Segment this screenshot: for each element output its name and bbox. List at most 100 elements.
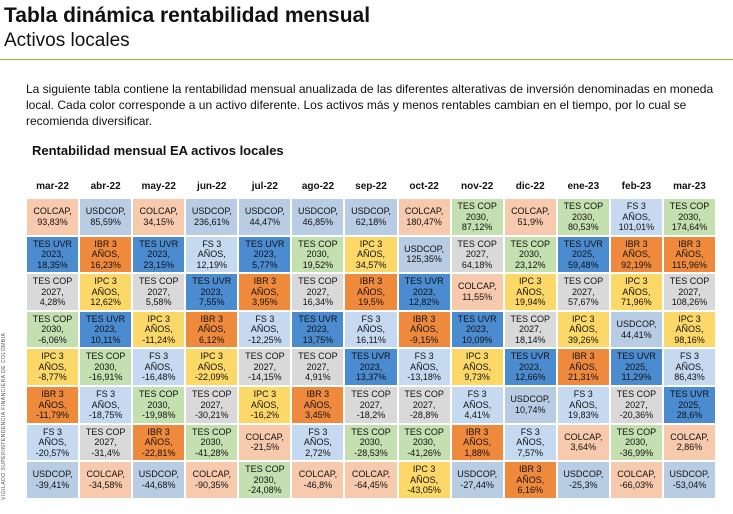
table-cell: USDCOP, -27,44% bbox=[450, 461, 504, 499]
table-cell: TES COP 2027, -14,15% bbox=[238, 348, 292, 386]
table-cell: COLCAP, 51,9% bbox=[503, 198, 557, 236]
table-cell: TES COP 2027, 5,58% bbox=[132, 273, 186, 311]
table-cell: IBR 3 AÑOS, 92,19% bbox=[609, 235, 663, 274]
table-cell: TES UVR 2023, 13,37% bbox=[344, 348, 398, 386]
table-cell: FS 3 AÑOS, 19,83% bbox=[556, 385, 610, 424]
table-cell: TES COP 2027, 108,26% bbox=[662, 273, 717, 311]
table-cell: TES UVR 2023, 7,55% bbox=[185, 273, 239, 311]
table-cell: TES COP 2030, -24,08% bbox=[238, 461, 292, 499]
title-divider bbox=[0, 59, 733, 60]
table-cell: TES COP 2030, -6,06% bbox=[26, 310, 80, 349]
month-header: mar-23 bbox=[673, 181, 706, 192]
table-cell: USDCOP, 62,18% bbox=[344, 198, 398, 236]
table-cell: COLCAP, 11,55% bbox=[450, 273, 504, 311]
table-cell: TES COP 2027, -30,21% bbox=[185, 385, 239, 424]
table-cell: IPC 3 AÑOS, -22,09% bbox=[185, 348, 239, 386]
table-cell: IPC 3 AÑOS, 39,26% bbox=[556, 310, 610, 349]
table-cell: TES UVR 2023, 10,09% bbox=[450, 310, 504, 349]
month-header: mar-22 bbox=[36, 181, 69, 192]
table-cell: IBR 3 AÑOS, -22,81% bbox=[132, 423, 186, 462]
table-cell: TES COP 2030, 174,64% bbox=[662, 198, 717, 236]
table-cell: TES COP 2030, -19,98% bbox=[132, 385, 186, 424]
table-cell: IBR 3 AÑOS, 16,23% bbox=[79, 235, 133, 274]
table-cell: TES UVR 2023, 5,77% bbox=[238, 235, 292, 274]
table-cell: IBR 3 AÑOS, 21,31% bbox=[556, 348, 610, 386]
table-cell: COLCAP, 3,64% bbox=[556, 423, 610, 462]
table-cell: TES UVR 2023, 13,75% bbox=[291, 310, 345, 349]
table-cell: TES COP 2027, -20,36% bbox=[609, 385, 663, 424]
description-paragraph: La siguiente tabla contiene la rentabili… bbox=[26, 82, 714, 128]
month-header: nov-22 bbox=[461, 181, 494, 192]
table-cell: TES COP 2030, -16,91% bbox=[79, 348, 133, 386]
table-cell: TES COP 2027, 4,91% bbox=[291, 348, 345, 386]
table-cell: TES UVR 2025, 28,6% bbox=[662, 385, 717, 424]
table-cell: FS 3 AÑOS, 12,19% bbox=[185, 235, 239, 274]
table-cell: FS 3 AÑOS, -20,57% bbox=[26, 423, 80, 462]
table-cell: TES COP 2030, 23,12% bbox=[503, 235, 557, 274]
table-cell: USDCOP, -53,04% bbox=[662, 461, 717, 499]
table-cell: TES COP 2030, 19,52% bbox=[291, 235, 345, 274]
table-cell: TES UVR 2023, 10,11% bbox=[79, 310, 133, 349]
table-cell: IBR 3 AÑOS, 3,45% bbox=[291, 385, 345, 424]
table-cell: FS 3 AÑOS, 86,43% bbox=[662, 348, 717, 386]
table-cell: IBR 3 AÑOS, 3,95% bbox=[238, 273, 292, 311]
table-cell: COLCAP, -34,58% bbox=[79, 461, 133, 499]
table-cell: USDCOP, 44,47% bbox=[238, 198, 292, 236]
table-cell: TES COP 2027, 64,18% bbox=[450, 235, 504, 274]
table-cell: IBR 3 AÑOS, 6,12% bbox=[185, 310, 239, 349]
month-header: sep-22 bbox=[355, 181, 387, 192]
table-cell: IBR 3 AÑOS, 6,16% bbox=[503, 461, 557, 499]
table-cell: IBR 3 AÑOS, 115,96% bbox=[662, 235, 717, 274]
table-cell: TES COP 2027, -31,4% bbox=[79, 423, 133, 462]
table-cell: TES COP 2027, 57,67% bbox=[556, 273, 610, 311]
table-cell: COLCAP, -21,5% bbox=[238, 423, 292, 462]
month-header: jun-22 bbox=[197, 181, 227, 192]
table-cell: IPC 3 AÑOS, -8,77% bbox=[26, 348, 80, 386]
table-cell: COLCAP, -46,8% bbox=[291, 461, 345, 499]
table-cell: FS 3 AÑOS, 4,41% bbox=[450, 385, 504, 424]
table-cell: IPC 3 AÑOS, 9,73% bbox=[450, 348, 504, 386]
table-cell: IBR 3 AÑOS, -9,15% bbox=[397, 310, 451, 349]
table-cell: USDCOP, 44,41% bbox=[609, 310, 663, 349]
table-cell: TES COP 2030, -36,99% bbox=[609, 423, 663, 462]
table-cell: COLCAP, -66,03% bbox=[609, 461, 663, 499]
table-cell: COLCAP, -64,45% bbox=[344, 461, 398, 499]
table-cell: USDCOP, 125,35% bbox=[397, 235, 451, 274]
table-cell: IPC 3 AÑOS, -16,2% bbox=[238, 385, 292, 424]
table-title: Rentabilidad mensual EA activos locales bbox=[32, 143, 284, 158]
table-cell: TES COP 2027, 16,34% bbox=[291, 273, 345, 311]
table-cell: TES COP 2027, 18,14% bbox=[503, 310, 557, 349]
table-cell: USDCOP, 85,59% bbox=[79, 198, 133, 236]
month-header: feb-23 bbox=[621, 181, 652, 192]
table-cell: IBR 3 AÑOS, 19,5% bbox=[344, 273, 398, 311]
table-cell: USDCOP, -39,41% bbox=[26, 461, 80, 499]
month-header: ago-22 bbox=[301, 181, 335, 192]
table-cell: COLCAP, 93,83% bbox=[26, 198, 80, 236]
vigilado-text: VIGILADO SUPERINTENDENCIA FINANCIERA DE … bbox=[1, 332, 7, 500]
month-header: oct-22 bbox=[409, 181, 439, 192]
page-title: Tabla dinámica rentabilidad mensual bbox=[4, 4, 371, 27]
table-cell: TES COP 2030, -41,26% bbox=[397, 423, 451, 462]
month-header: ene-23 bbox=[567, 181, 600, 192]
table-cell: TES UVR 2023, 18,35% bbox=[26, 235, 80, 274]
month-header: may-22 bbox=[141, 181, 176, 192]
table-cell: TES UVR 2023, 23,15% bbox=[132, 235, 186, 274]
month-header: dic-22 bbox=[515, 181, 545, 192]
table-cell: USDCOP, 10,74% bbox=[503, 385, 557, 424]
table-cell: COLCAP, 34,15% bbox=[132, 198, 186, 236]
table-cell: TES COP 2030, -28,53% bbox=[344, 423, 398, 462]
table-cell: USDCOP, 46,85% bbox=[291, 198, 345, 236]
table-cell: FS 3 AÑOS, -16,48% bbox=[132, 348, 186, 386]
returns-table: mar-22 abr-22 may-22 jun-22 jul-22 ago-22 sep-… bbox=[26, 176, 717, 499]
table-cell: TES COP 2027, 4,28% bbox=[26, 273, 80, 311]
table-cell: FS 3 AÑOS, -18,75% bbox=[79, 385, 133, 424]
table-cell: FS 3 AÑOS, 2,72% bbox=[291, 423, 345, 462]
table-cell: USDCOP, 236,61% bbox=[185, 198, 239, 236]
table-cell: TES UVR 2023, 12,82% bbox=[397, 273, 451, 311]
table-cell: IPC 3 AÑOS, 98,16% bbox=[662, 310, 717, 349]
table-cell: FS 3 AÑOS, -12,25% bbox=[238, 310, 292, 349]
vigilado-seal: VIGILADO SUPERINTENDENCIA FINANCIERA DE … bbox=[1, 333, 13, 500]
table-cell: IPC 3 AÑOS, 34,57% bbox=[344, 235, 398, 274]
table-cell: TES COP 2030, 80,53% bbox=[556, 198, 610, 236]
table-cell: TES COP 2027, -28,8% bbox=[397, 385, 451, 424]
